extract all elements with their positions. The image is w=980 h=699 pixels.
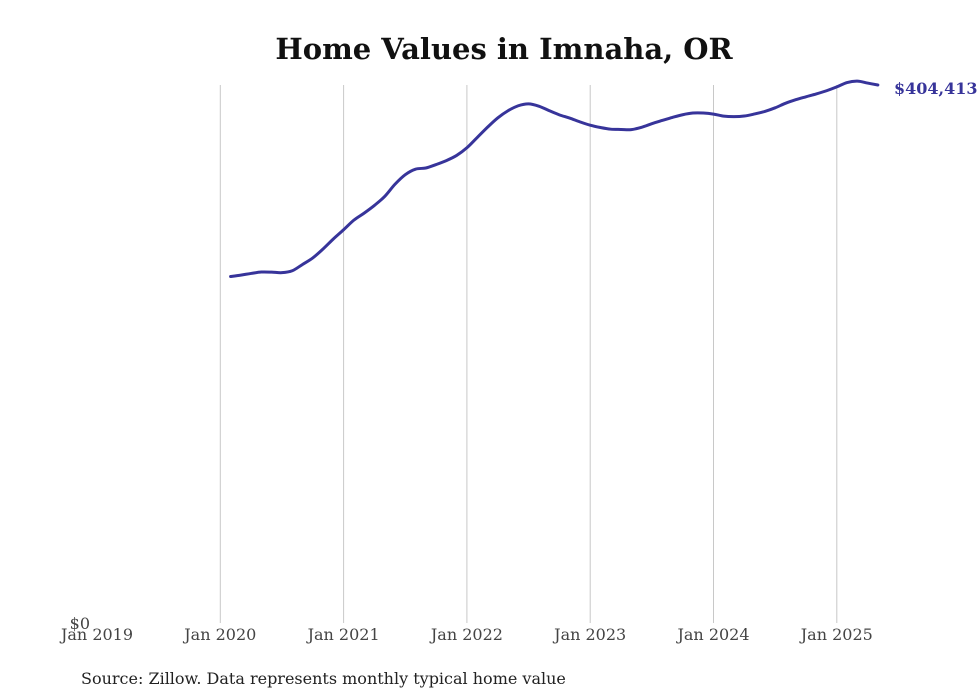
series-line-0 [229,79,880,278]
gridlines [219,85,838,623]
x-tick-label: Jan 2019 [59,625,133,644]
x-tick-label: Jan 2022 [429,625,503,644]
last-value-label: $404,413 [894,79,978,98]
y-axis-ticks: $0 [70,614,90,633]
y-tick-label: $0 [70,614,90,633]
x-tick-label: Jan 2020 [182,625,256,644]
x-tick-label: Jan 2024 [675,625,749,644]
series-group [229,79,880,278]
x-tick-label: Jan 2023 [552,625,626,644]
x-tick-label: Jan 2021 [306,625,380,644]
x-axis-ticks: Jan 2019 Jan 2020 Jan 2021 Jan 2022 Jan 2023… [59,625,873,644]
x-tick-label: Jan 2025 [799,625,873,644]
source-note: Source: Zillow. Data represents monthly … [81,669,566,688]
chart-title: Home Values in Imnaha, OR [275,32,733,66]
